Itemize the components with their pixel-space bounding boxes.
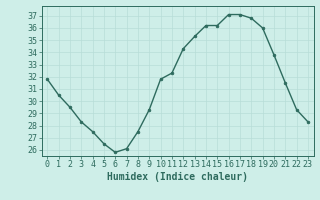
X-axis label: Humidex (Indice chaleur): Humidex (Indice chaleur) [107, 172, 248, 182]
